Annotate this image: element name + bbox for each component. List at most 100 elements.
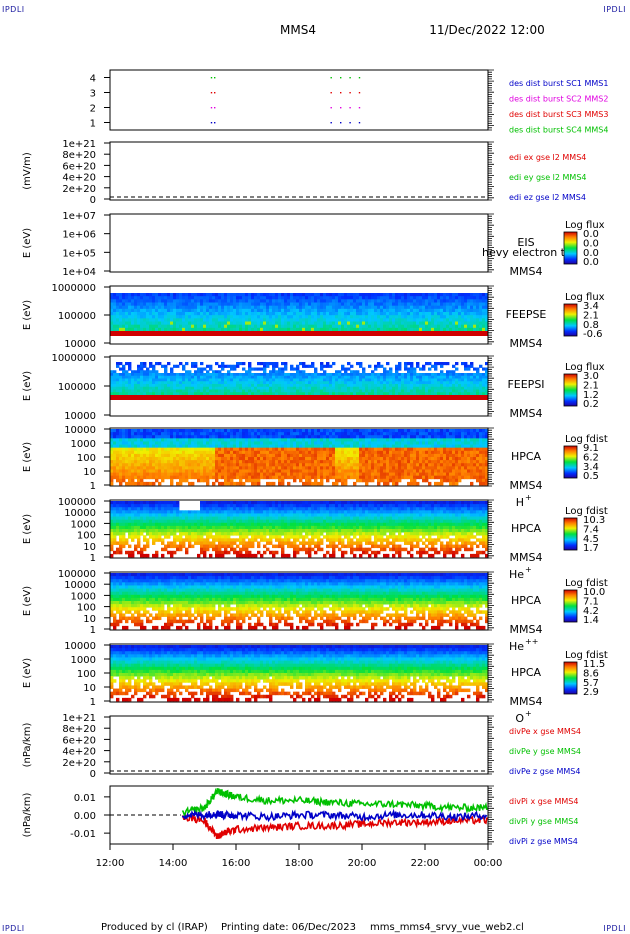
spectrogram-cell — [221, 432, 225, 436]
spectrogram-cell — [302, 435, 306, 439]
spectrogram-cell — [248, 457, 252, 461]
spectrogram-cell — [419, 469, 423, 473]
spectrogram-cell — [347, 302, 351, 307]
spectrogram-cell — [305, 481, 309, 486]
spectrogram-cell — [395, 444, 399, 449]
spectrogram-cell — [434, 453, 438, 458]
spectrogram-cell — [422, 296, 426, 300]
spectrogram-cell — [377, 457, 381, 461]
spectrogram-cell — [386, 327, 390, 332]
spectrogram-cell — [266, 386, 270, 390]
spectrogram-cell — [317, 312, 321, 316]
spectrogram-cell — [398, 305, 402, 310]
spectrogram-cell — [113, 444, 117, 449]
spectrogram-cell — [287, 315, 291, 319]
spectrogram-cell — [137, 324, 141, 329]
spectrogram-cell — [254, 457, 258, 461]
spectrogram-cell — [404, 362, 408, 366]
spectrogram-cell — [383, 450, 387, 455]
spectrogram-cell — [440, 392, 444, 396]
spectrogram-cell — [275, 472, 279, 477]
spectrogram-cell — [302, 324, 306, 329]
spectrogram-cell — [425, 457, 429, 461]
spectrogram-cell — [287, 472, 291, 477]
spectrogram-cell — [266, 441, 270, 445]
spectrogram-cell — [398, 463, 402, 467]
spectrogram-cell — [296, 370, 300, 374]
spectrogram-cell — [230, 378, 234, 382]
spectrogram-cell — [431, 384, 435, 388]
spectrogram-cell — [152, 315, 156, 319]
spectrogram-cell — [476, 392, 480, 396]
spectrogram-cell — [482, 315, 486, 319]
spectrogram-cell — [470, 293, 474, 297]
spectrogram-cell — [404, 395, 408, 400]
spectrogram-cell — [161, 463, 165, 467]
spectrogram-cell — [305, 392, 309, 396]
spectrogram-cell — [389, 318, 393, 322]
spectrogram-cell — [284, 389, 288, 393]
spectrogram-cell — [401, 444, 405, 449]
spectrogram-cell — [272, 389, 276, 393]
spectrogram-cell — [359, 469, 363, 473]
spectrogram-cell — [233, 463, 237, 467]
spectrogram-cell — [305, 386, 309, 390]
spectrogram-cell — [308, 299, 312, 303]
spectrogram-cell — [401, 381, 405, 385]
spectrogram-cell — [479, 375, 483, 379]
spectrogram-cell — [338, 331, 342, 336]
spectrogram-cell — [140, 386, 144, 390]
spectrogram-cell — [185, 466, 189, 470]
spectrogram-cell — [380, 472, 384, 477]
spectrogram-cell — [371, 453, 375, 458]
spectrogram-cell — [254, 318, 258, 322]
spectrogram-cell — [431, 460, 435, 464]
spectrogram-cell — [272, 375, 276, 379]
spectrogram-cell — [287, 378, 291, 382]
spectrogram-cell — [110, 293, 114, 297]
spectrogram-cell — [221, 389, 225, 393]
spectrogram-cell — [251, 305, 255, 310]
spectrogram-cell — [128, 305, 132, 310]
spectrogram-cell — [293, 296, 297, 300]
spectrogram-cell — [137, 472, 141, 477]
spectrogram-cell — [116, 392, 120, 396]
spectrogram-cell — [335, 478, 339, 483]
spectrogram-cell — [236, 293, 240, 297]
spectrogram-cell — [326, 463, 330, 467]
spectrogram-cell — [350, 435, 354, 439]
spectrogram-cell — [122, 389, 126, 393]
spectrogram-cell — [296, 318, 300, 322]
spectrogram-cell — [467, 293, 471, 297]
spectrogram-cell — [305, 460, 309, 464]
spectrogram-cell — [254, 441, 258, 445]
spectrogram-cell — [380, 375, 384, 379]
spectrogram-cell — [215, 469, 219, 473]
spectrogram-cell — [323, 327, 327, 332]
spectrogram-cell — [338, 378, 342, 382]
spectrogram-cell — [110, 463, 114, 467]
spectrogram-cell — [281, 463, 285, 467]
spectrogram-cell — [140, 389, 144, 393]
spectrogram-cell — [287, 373, 291, 377]
y-tick-label: 10000 — [64, 411, 96, 422]
spectrogram-cell — [434, 373, 438, 377]
spectrogram-cell — [218, 463, 222, 467]
spectrogram-cell — [380, 324, 384, 329]
spectrogram-cell — [269, 315, 273, 319]
spectrogram-cell — [374, 386, 378, 390]
spectrogram-cell — [386, 324, 390, 329]
spectrogram-cell — [296, 460, 300, 464]
spectrogram-cell — [278, 296, 282, 300]
spectrogram-cell — [227, 460, 231, 464]
spectrogram-cell — [155, 392, 159, 396]
spectrogram-cell — [272, 378, 276, 382]
spectrogram-cell — [440, 293, 444, 297]
spectrogram-cell — [347, 475, 351, 480]
spectrogram-cell — [164, 324, 168, 329]
spectrogram-cell — [392, 373, 396, 377]
spectrogram-cell — [227, 389, 231, 393]
spectrogram-cell — [443, 312, 447, 316]
spectrogram-cell — [479, 315, 483, 319]
spectrogram-cell — [398, 315, 402, 319]
